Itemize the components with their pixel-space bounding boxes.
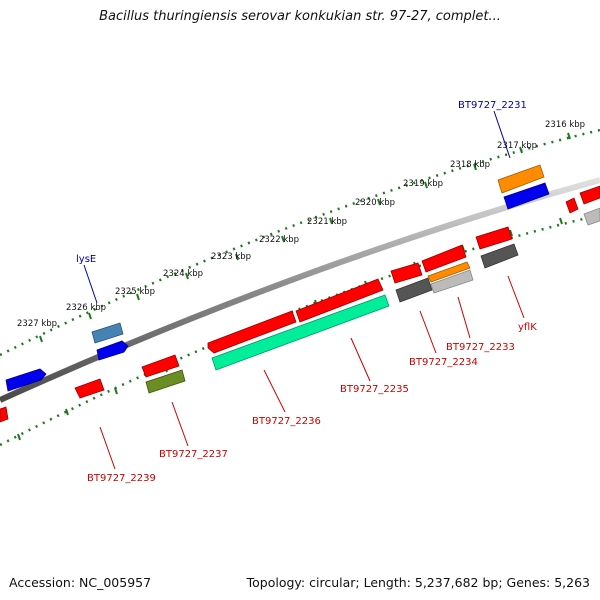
outer-ruler-track: [0, 128, 600, 357]
gene-label: BT9727_2231: [458, 100, 527, 111]
gene-label: BT9727_2235: [340, 384, 409, 395]
gene-label: BT9727_2237: [159, 449, 228, 460]
gene-feature: [421, 244, 467, 273]
scale-label: 2320 kbp: [355, 198, 395, 208]
gene-feature: [74, 378, 105, 399]
callout-lines: [83, 110, 525, 470]
gene-feature: [5, 368, 47, 392]
gene-label: lysE: [76, 254, 96, 265]
scale-label: 2322 kbp: [259, 235, 299, 245]
gene-feature: [395, 277, 433, 303]
gene-feature: [145, 369, 186, 394]
gene-feature: [427, 261, 471, 283]
gene-feature: [141, 354, 180, 378]
gene-feature: [207, 310, 297, 354]
gene-label: BT9727_2239: [87, 473, 156, 484]
gene-label: BT9727_2234: [409, 357, 478, 368]
gene-feature: [430, 269, 474, 294]
gene-feature: [583, 207, 600, 226]
gene-labels: BT9727_2231 lysE yflK BT9727_2233 BT9727…: [76, 100, 537, 484]
map-title: Bacillus thuringiensis serovar konkukian…: [99, 9, 501, 24]
gene-feature: [497, 164, 545, 194]
scale-label: 2326 kbp: [66, 303, 106, 313]
gene-feature: [475, 226, 513, 250]
gene-feature: [503, 182, 550, 210]
scale-label: 2325 kbp: [115, 287, 155, 297]
gene-feature: [295, 278, 384, 323]
genome-backbone: [0, 177, 600, 403]
gene-label: yflK: [518, 322, 537, 333]
outer-major-ticks: [39, 132, 571, 343]
scale-label: 2323 kbp: [211, 252, 251, 262]
gene-feature: [480, 243, 519, 269]
forward-strand-features: [5, 164, 600, 392]
gene-feature: [390, 262, 423, 284]
scale-label: 2316 kbp: [545, 120, 585, 130]
gene-feature: [579, 185, 600, 205]
gene-feature: [96, 340, 129, 361]
scale-label: 2319 kbp: [403, 179, 443, 189]
scale-label: 2324 kbp: [163, 269, 203, 279]
scale-label: 2327 kbp: [17, 319, 57, 329]
inner-ticks: [17, 217, 563, 441]
scale-labels: 2327 kbp 2326 kbp 2325 kbp 2324 kbp 2323…: [17, 120, 585, 329]
genome-summary-text: Topology: circular; Length: 5,237,682 bp…: [246, 575, 590, 590]
scale-label: 2317 kbp: [497, 141, 537, 151]
reverse-strand-features: [0, 207, 600, 423]
scale-label: 2318 kbp: [450, 160, 490, 170]
accession-text: Accession: NC_005957: [9, 575, 152, 590]
gene-label: BT9727_2233: [446, 342, 515, 353]
gene-feature: [91, 322, 124, 344]
gene-feature: [0, 406, 9, 423]
gene-label: BT9727_2236: [252, 416, 321, 427]
gene-feature: [565, 197, 579, 214]
scale-label: 2321 kbp: [307, 217, 347, 227]
gene-feature: [211, 294, 390, 371]
inner-ruler-track: [0, 213, 600, 447]
